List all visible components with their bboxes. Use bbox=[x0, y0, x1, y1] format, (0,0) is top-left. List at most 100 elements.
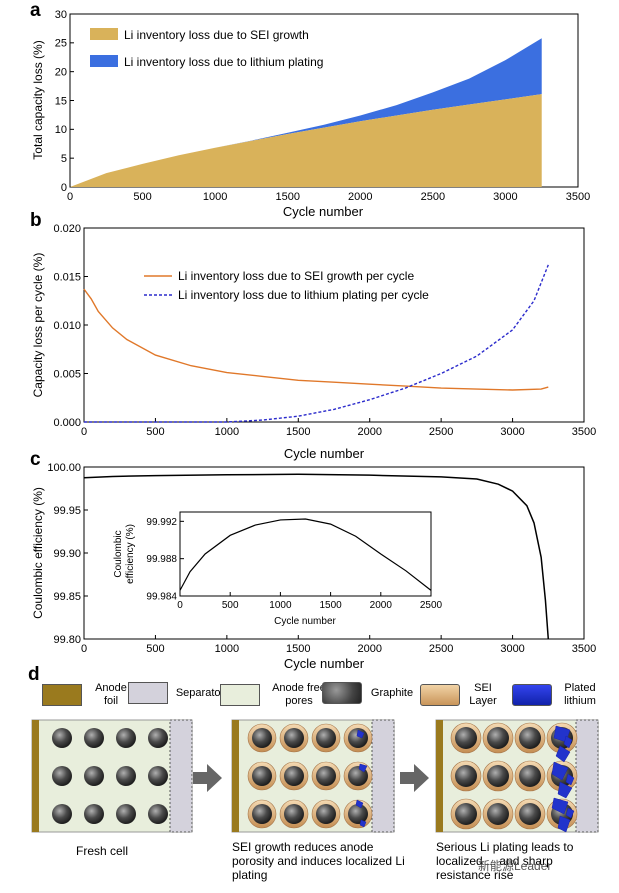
graphite-particle bbox=[284, 804, 304, 824]
inset-background bbox=[180, 512, 431, 596]
plated-lithium bbox=[359, 819, 367, 828]
x-tick-label: 1500 bbox=[286, 643, 310, 655]
graphite-particle bbox=[316, 804, 336, 824]
legend-label-sei: Li inventory loss due to SEI growth per … bbox=[178, 269, 414, 283]
panel-a-legend: Li inventory loss due to SEI growth Li in… bbox=[90, 28, 323, 69]
plating-per-cycle-line bbox=[84, 264, 549, 423]
panel-b: 0 500 1000 1500 2000 2500 3000 3500 0.000 0.005 0.… bbox=[30, 210, 596, 461]
graphite-particle bbox=[316, 766, 336, 786]
sei-swatch bbox=[420, 684, 460, 706]
x-tick-label: 1500 bbox=[319, 600, 342, 611]
y-tick-label: 99.984 bbox=[146, 592, 177, 603]
plated-lithium bbox=[358, 763, 368, 773]
legend-graphite: Graphite bbox=[322, 682, 416, 704]
plot-frame bbox=[83, 227, 585, 423]
x-tick-label: 2000 bbox=[348, 191, 372, 203]
graphite-particle bbox=[52, 766, 72, 786]
panel-c-xlabel: Cycle number bbox=[284, 656, 365, 671]
plated-lithium bbox=[557, 781, 573, 799]
graphite-particle bbox=[148, 728, 168, 748]
legend-label-plating: Li inventory loss due to lithium plating bbox=[124, 55, 323, 69]
anode-foil-swatch bbox=[42, 684, 82, 706]
graphite-particle bbox=[348, 804, 368, 824]
plated-lithium bbox=[551, 761, 569, 781]
graphite-particle bbox=[252, 728, 272, 748]
panel-b-xlabel: Cycle number bbox=[284, 446, 365, 461]
graphite-particle bbox=[84, 804, 104, 824]
x-tick-label: 3500 bbox=[572, 426, 596, 438]
graphite-particles-plated bbox=[450, 722, 578, 833]
y-tick-label: 15 bbox=[55, 95, 67, 107]
caption-sei-growth: SEI growth reduces anode porosity and in… bbox=[232, 840, 405, 882]
plated-li-swatch bbox=[512, 684, 552, 706]
graphite-particles bbox=[52, 728, 168, 824]
graphite-particle bbox=[84, 766, 104, 786]
legend-label-plated: Plated lithium bbox=[564, 682, 596, 707]
separator-swatch bbox=[128, 682, 168, 704]
x-tick-label: 2500 bbox=[429, 426, 453, 438]
x-tick-label: 500 bbox=[222, 600, 239, 611]
figure-canvas: 0 500 1000 1500 2000 2500 3000 3500051015202530… bbox=[30, 0, 596, 671]
x-tick-label: 0 bbox=[81, 426, 87, 438]
panel-d-letter: d bbox=[28, 664, 40, 685]
panel-c-inset: 0 500 1000 1500 2000 2500 99.984 99.988 99.992 Cy… bbox=[113, 511, 443, 627]
legend-label-anode-pores: Anode free pores bbox=[272, 682, 326, 707]
aged-cell bbox=[231, 719, 395, 833]
y-tick-label: 99.95 bbox=[53, 505, 81, 517]
sei-loss-area bbox=[70, 94, 542, 187]
plated-lithium bbox=[557, 815, 571, 833]
graphite-particle bbox=[148, 766, 168, 786]
plated-lithium bbox=[555, 745, 571, 763]
graphite-particle bbox=[455, 727, 477, 749]
y-tick-label: 30 bbox=[55, 9, 67, 21]
y-tick-label: 20 bbox=[55, 67, 67, 79]
x-tick-label: 1000 bbox=[215, 426, 239, 438]
x-tick-label: 2500 bbox=[429, 643, 453, 655]
x-tick-label: 3000 bbox=[500, 643, 524, 655]
x-tick-label: 1500 bbox=[275, 191, 299, 203]
y-tick-label: 99.988 bbox=[146, 554, 177, 565]
y-tick-label: 0.010 bbox=[53, 320, 81, 332]
legend-separator: Separator bbox=[128, 682, 226, 704]
inset-ylabel-line1: Coulombic bbox=[113, 530, 124, 577]
x-tick-label: 500 bbox=[133, 191, 151, 203]
caption-fresh-cell: Fresh cell bbox=[76, 844, 129, 858]
graphite-particle bbox=[316, 728, 336, 748]
plated-cell bbox=[435, 719, 599, 833]
cell-diagrams bbox=[31, 719, 599, 833]
plated-lithium bbox=[563, 735, 573, 749]
legend-label-sei: Li inventory loss due to SEI growth bbox=[124, 28, 309, 42]
x-tick-label: 1500 bbox=[286, 426, 310, 438]
inset-xlabel: Cycle number bbox=[274, 616, 336, 627]
graphite-particle bbox=[455, 765, 477, 787]
fresh-cell bbox=[31, 719, 193, 833]
y-tick-label: 0.000 bbox=[53, 417, 81, 429]
plated-lithium bbox=[565, 807, 575, 819]
x-tick-label: 1000 bbox=[215, 643, 239, 655]
inset-efficiency-line bbox=[179, 518, 432, 591]
x-tick-label: 3000 bbox=[500, 426, 524, 438]
x-tick-label: 0 bbox=[81, 643, 87, 655]
watermark: 新能源Leader bbox=[478, 859, 552, 873]
panel-a: 0 500 1000 1500 2000 2500 3000 3500 0 5 10 15 20 25 30… bbox=[30, 0, 590, 219]
panel-d-legend: Anode foil Separator Anode free pores Gr… bbox=[0, 672, 619, 716]
anode-foil bbox=[232, 720, 239, 832]
panel-b-letter: b bbox=[30, 210, 42, 231]
y-tick-label: 0.005 bbox=[53, 368, 81, 380]
panel-c-letter: c bbox=[30, 449, 41, 470]
y-tick-label: 99.992 bbox=[146, 517, 177, 528]
sei-per-cycle-line bbox=[83, 288, 549, 391]
x-tick-label: 3000 bbox=[493, 191, 517, 203]
separator bbox=[371, 719, 395, 833]
plot-frame bbox=[179, 511, 432, 597]
graphite-particles-with-sei bbox=[247, 723, 373, 829]
x-tick-label: 1000 bbox=[269, 600, 292, 611]
graphite-particle bbox=[116, 766, 136, 786]
x-tick-label: 2500 bbox=[421, 191, 445, 203]
x-tick-label: 500 bbox=[146, 643, 164, 655]
y-tick-label: 5 bbox=[61, 153, 67, 165]
plated-lithium bbox=[355, 799, 364, 809]
panel-a-ylabel: Total capacity loss (%) bbox=[31, 40, 45, 159]
graphite-particle bbox=[284, 728, 304, 748]
arrow-right-icon bbox=[193, 764, 222, 792]
